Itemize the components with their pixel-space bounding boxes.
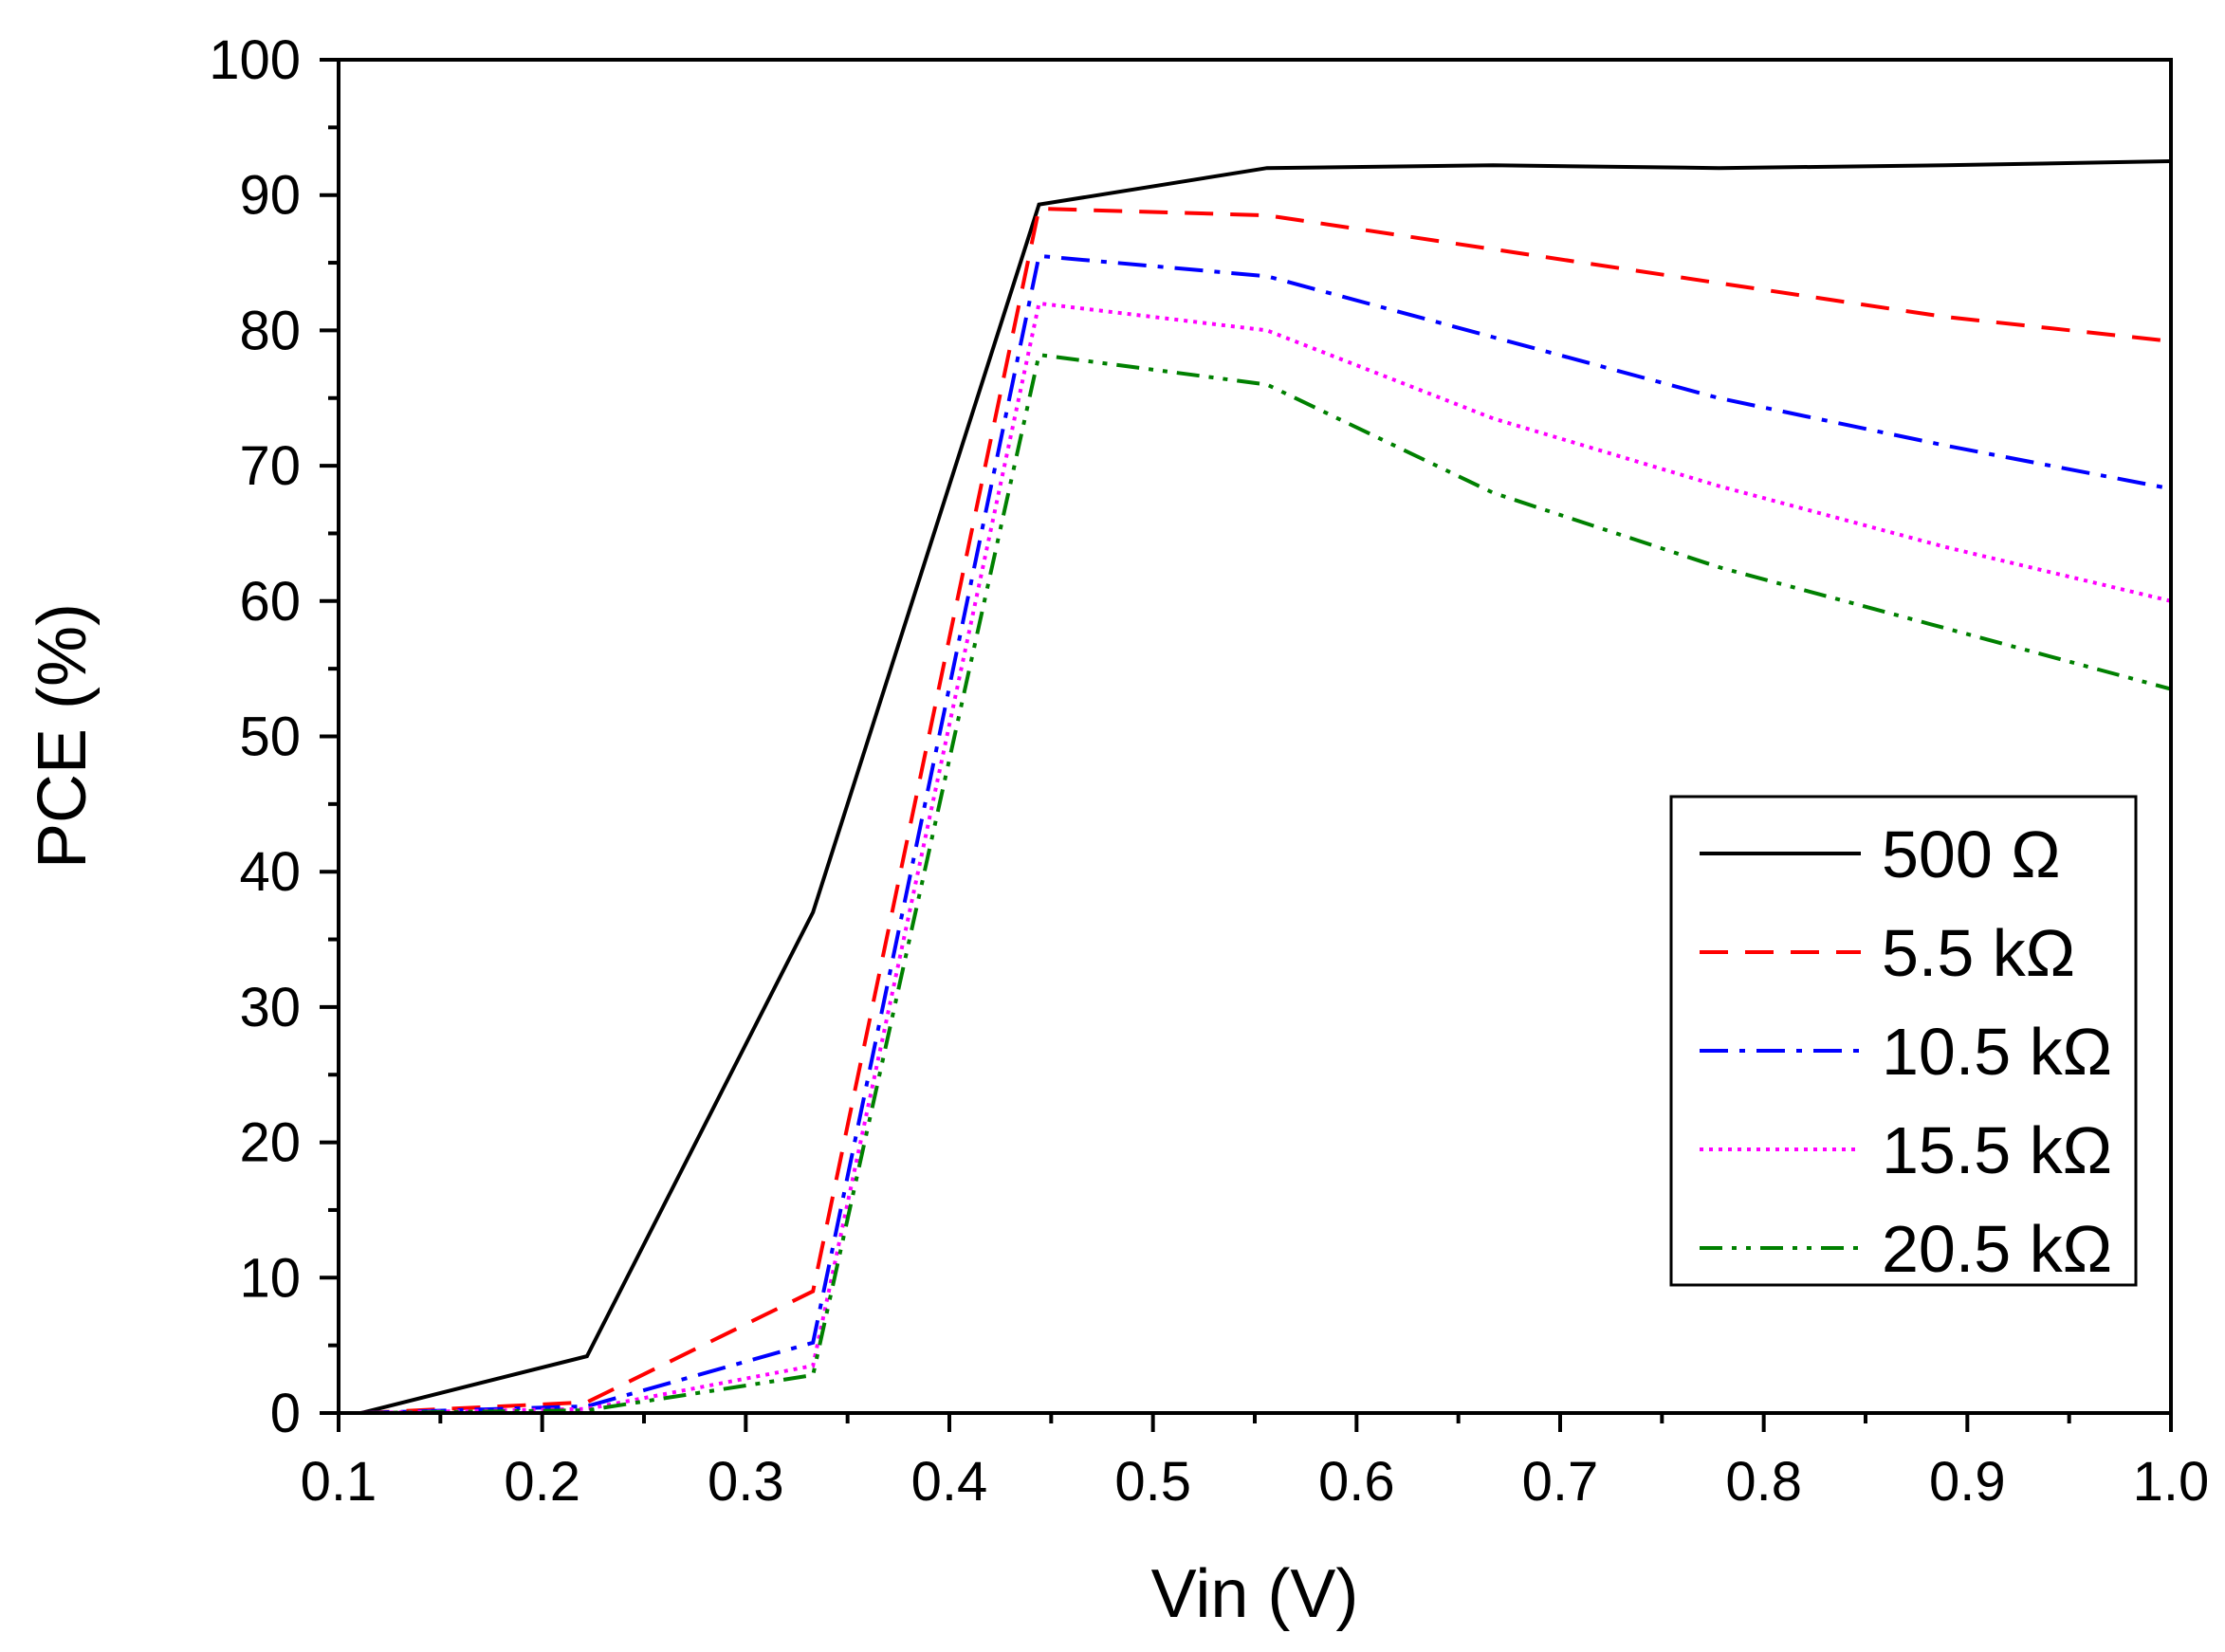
legend-label-3: 10.5 kΩ	[1882, 1015, 2112, 1089]
x-tick-label: 0.8	[1725, 1451, 1802, 1513]
y-tick-label: 30	[239, 977, 301, 1038]
x-tick-label: 0.3	[708, 1451, 784, 1513]
legend-label-2: 5.5 kΩ	[1882, 916, 2075, 990]
y-tick-label: 50	[239, 707, 301, 768]
legend-label-5: 20.5 kΩ	[1882, 1212, 2112, 1286]
x-tick-label: 1.0	[2133, 1451, 2210, 1513]
x-tick-label: 0.2	[504, 1451, 580, 1513]
y-tick-label: 100	[209, 29, 301, 91]
series-line-5	[360, 352, 2172, 1415]
y-tick-label: 0	[270, 1383, 301, 1444]
x-tick-label: 0.7	[1522, 1451, 1599, 1513]
legend-label-1: 500 Ω	[1882, 817, 2061, 891]
legend: 500 Ω 5.5 kΩ 10.5 kΩ 15.5 kΩ 20.5 kΩ	[1669, 795, 2138, 1287]
legend-label-4: 15.5 kΩ	[1882, 1113, 2112, 1187]
y-tick-label: 80	[239, 300, 301, 361]
series-layer	[360, 159, 2172, 1415]
x-tick-label: 0.5	[1114, 1451, 1191, 1513]
y-tick-label: 60	[239, 571, 301, 633]
x-tick-label: 0.1	[301, 1451, 377, 1513]
ticks-layer: 0.1 0.2 0.3 0.4 0.5 0.6 0.7 0.8 0.9 1.0 0 10 20 30 40 5…	[209, 29, 2209, 1513]
y-tick-label: 70	[239, 435, 301, 497]
y-tick-label: 90	[239, 165, 301, 227]
series-line-3	[360, 253, 2172, 1415]
y-tick-label: 20	[239, 1112, 301, 1174]
y-tick-label: 10	[239, 1247, 301, 1309]
series-line-1	[360, 159, 2172, 1415]
x-tick-label: 0.4	[911, 1451, 988, 1513]
y-tick-label: 40	[239, 841, 301, 903]
series-line-2	[360, 206, 2172, 1415]
y-axis-title: PCE (%)	[25, 603, 101, 869]
x-tick-label: 0.6	[1318, 1451, 1395, 1513]
x-axis-title: Vin (V)	[1151, 1556, 1359, 1632]
x-tick-label: 0.9	[1929, 1451, 2006, 1513]
legend-box	[1669, 795, 2138, 1287]
